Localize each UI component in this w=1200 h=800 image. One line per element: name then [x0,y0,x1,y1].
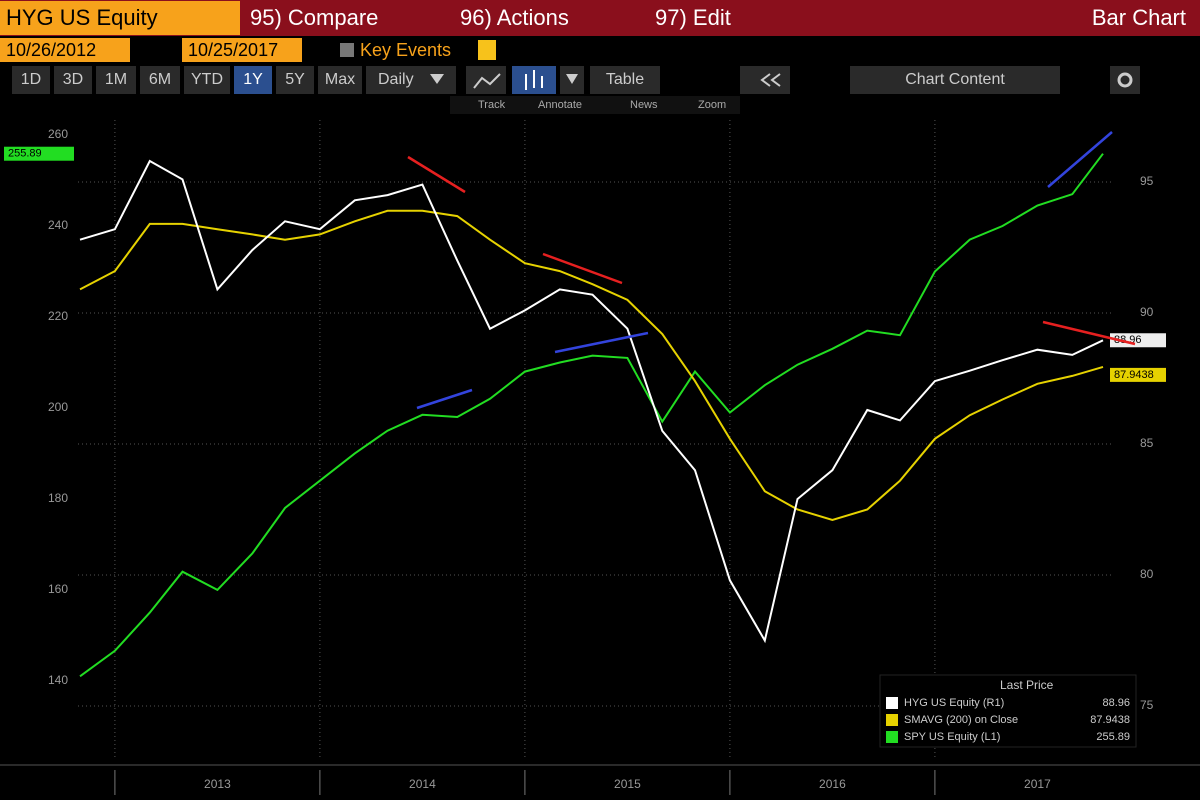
menu-edit[interactable]: 97) Edit [655,5,731,30]
bar-icon-button[interactable] [512,66,556,94]
range-button[interactable]: 1D [12,66,50,94]
range-button[interactable]: Max [318,66,362,94]
y-tick-label: 260 [48,127,68,141]
price-tag-label: 255.89 [8,148,42,160]
menu-compare[interactable]: 95) Compare [250,5,379,30]
price-tag [4,146,74,161]
price-tag-label: 88.96 [1114,334,1142,346]
legend-value: 255.89 [1096,731,1130,743]
trend-line [554,331,649,354]
end-date[interactable]: 10/25/2017 [182,38,302,62]
trend-annotations [407,131,1136,410]
x-tick-label: 2016 [819,777,846,791]
price-tag-label: 87.9438 [1114,369,1154,381]
checkbox[interactable] [340,43,354,57]
dropdown-button[interactable] [560,66,584,94]
collapse-button[interactable] [740,66,790,94]
range-button[interactable]: 1M [96,66,136,94]
frequency[interactable]: Daily [366,66,456,94]
legend-label: SPY US Equity (L1) [904,731,1000,743]
trend-line [542,252,623,285]
trend-line [416,388,473,410]
start-date[interactable]: 10/26/2012 [0,38,130,62]
legend-swatch [886,714,898,726]
tool-annotate[interactable]: Annotate [538,99,582,111]
range-button[interactable]: 3D [54,66,92,94]
legend-swatch [886,731,898,743]
y-tick-label: 200 [48,400,68,414]
y-tick-label: 160 [48,582,68,596]
key-events[interactable]: Key Events [360,40,452,60]
legend-label: HYG US Equity (R1) [904,697,1004,709]
series-line [79,209,1104,522]
y-tick-label: 140 [48,673,68,687]
range-button-active[interactable]: 1Y [234,66,272,94]
series-line [79,153,1104,678]
range-button[interactable]: YTD [184,66,230,94]
menu-actions[interactable]: 96) Actions [460,5,569,30]
y2-tick-label: 90 [1140,305,1154,319]
trend-line [1047,131,1113,188]
tools-bar [450,96,740,114]
x-tick-label: 2014 [409,777,436,791]
x-tick-label: 2013 [204,777,231,791]
series-line [79,159,1104,644]
table-button[interactable]: Table [590,66,660,94]
y2-tick-label: 85 [1140,436,1154,450]
legend-value: 88.96 [1102,697,1130,709]
tool-zoom[interactable]: Zoom [698,99,726,111]
legend-box [879,674,1137,748]
tool-news[interactable]: News [630,99,658,111]
legend-swatch [886,697,898,709]
chart-content[interactable]: Chart Content [850,66,1060,94]
info-icon[interactable] [478,40,496,60]
ticker[interactable]: HYG US Equity [0,1,240,35]
x-tick-label: 2017 [1024,777,1051,791]
y2-tick-label: 95 [1140,174,1154,188]
line-icon-button[interactable] [466,66,506,94]
trend-line [407,155,466,194]
legend-value: 87.9438 [1090,714,1130,726]
y-tick-label: 180 [48,491,68,505]
y-tick-label: 240 [48,218,68,232]
legend-label: SMAVG (200) on Close [904,714,1018,726]
range-button[interactable]: 6M [140,66,180,94]
price-tag [1110,367,1166,382]
price-tag [1110,333,1166,348]
mode: Bar Chart [1091,5,1186,30]
legend-title: Last Price [1000,678,1054,692]
y2-tick-label: 80 [1140,567,1154,581]
tool-track[interactable]: Track [478,99,506,111]
y2-tick-label: 75 [1140,698,1154,712]
range-button[interactable]: 5Y [276,66,314,94]
y-tick-label: 220 [48,309,68,323]
settings-button[interactable] [1110,66,1140,94]
trend-line [1042,320,1136,346]
x-tick-label: 2015 [614,777,641,791]
